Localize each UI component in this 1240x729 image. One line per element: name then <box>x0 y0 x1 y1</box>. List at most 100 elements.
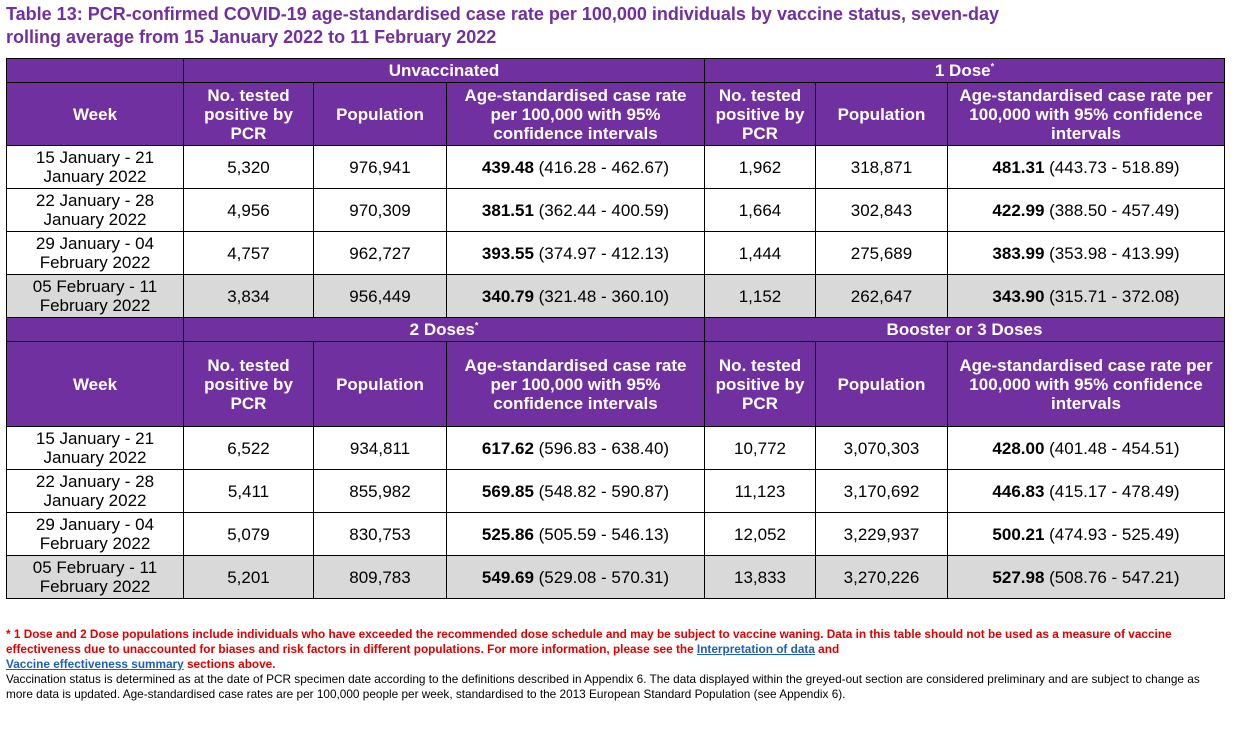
right-group-header: 1 Dose* <box>704 58 1225 83</box>
population-cell: 970,309 <box>313 188 447 232</box>
right-group-asterisk: * <box>990 61 995 72</box>
footnote-warning-text: * 1 Dose and 2 Dose populations include … <box>6 627 1172 656</box>
case-rate-cell: 481.31 (443.73 - 518.89) <box>947 145 1225 189</box>
population-cell: 3,170,692 <box>815 469 948 513</box>
tested-positive-cell: 4,757 <box>183 231 314 275</box>
table-row: 29 January - 04 February 2022 5,079 830,75… <box>6 512 1225 556</box>
case-rate-cell: 446.83 (415.17 - 478.49) <box>947 469 1225 513</box>
case-rate-value: 481.31 <box>992 157 1045 177</box>
case-rate-value: 383.99 <box>992 243 1045 263</box>
population-cell: 855,982 <box>313 469 447 513</box>
table-row: 22 January - 28 January 2022 5,411 855,982… <box>6 469 1225 513</box>
population-cell: 3,270,226 <box>815 555 948 599</box>
population-cell: 3,070,303 <box>815 426 948 470</box>
population-cell: 3,229,937 <box>815 512 948 556</box>
population-cell: 956,449 <box>313 274 447 318</box>
tested-positive-cell: 1,444 <box>704 231 816 275</box>
right-rate-column-header: Age-standardised case rate per 100,000 w… <box>947 341 1225 427</box>
case-rate-cell: 381.51 (362.44 - 400.59) <box>446 188 705 232</box>
tested-positive-cell: 13,833 <box>704 555 816 599</box>
table-row: 15 January - 21 January 2022 6,522 934,811… <box>6 426 1225 470</box>
case-rate-cell: 527.98 (508.76 - 547.21) <box>947 555 1225 599</box>
tested-positive-cell: 6,522 <box>183 426 314 470</box>
confidence-interval: (415.17 - 478.49) <box>1044 481 1180 501</box>
case-rate-value: 422.99 <box>992 200 1045 220</box>
title-line-2: rolling average from 15 January 2022 to … <box>6 27 497 47</box>
confidence-interval: (505.59 - 546.13) <box>533 524 670 544</box>
tested-positive-cell: 12,052 <box>704 512 816 556</box>
left-group-label: 2 Doses <box>409 320 475 339</box>
population-cell: 934,811 <box>313 426 447 470</box>
case-rate-value: 549.69 <box>481 567 534 587</box>
left-tested-column-header: No. tested positive by PCR <box>183 82 314 146</box>
week-column-header: Week <box>6 341 184 427</box>
confidence-interval: (321.48 - 360.10) <box>533 286 670 306</box>
population-cell: 976,941 <box>313 145 447 189</box>
group-header-row: Unvaccinated 1 Dose* <box>6 58 1225 83</box>
case-rate-value: 500.21 <box>992 524 1045 544</box>
tested-positive-cell: 5,320 <box>183 145 314 189</box>
left-group-header: 2 Doses* <box>183 317 705 342</box>
confidence-interval: (374.97 - 412.13) <box>533 243 670 263</box>
population-cell: 830,753 <box>313 512 447 556</box>
table-row: 15 January - 21 January 2022 5,320 976,941… <box>6 145 1225 189</box>
tested-positive-cell: 4,956 <box>183 188 314 232</box>
left-group-header: Unvaccinated <box>183 58 705 83</box>
population-cell: 275,689 <box>815 231 948 275</box>
right-tested-column-header: No. tested positive by PCR <box>704 341 816 427</box>
table-row: 29 January - 04 February 2022 4,757 962,72… <box>6 231 1225 275</box>
left-group-asterisk: * <box>474 320 479 331</box>
table-row: 05 February - 11 February 2022 5,201 809,7… <box>6 555 1225 599</box>
tested-positive-cell: 11,123 <box>704 469 816 513</box>
right-rate-column-header: Age-standardised case rate per 100,000 w… <box>947 82 1225 146</box>
population-cell: 262,647 <box>815 274 948 318</box>
group-header-row: 2 Doses* Booster or 3 Doses <box>6 317 1225 342</box>
week-cell: 29 January - 04 February 2022 <box>6 512 184 556</box>
confidence-interval: (548.82 - 590.87) <box>533 481 670 501</box>
case-rate-cell: 422.99 (388.50 - 457.49) <box>947 188 1225 232</box>
right-tested-column-header: No. tested positive by PCR <box>704 82 816 146</box>
tested-positive-cell: 1,664 <box>704 188 816 232</box>
case-rate-value: 569.85 <box>481 481 534 501</box>
week-cell: 05 February - 11 February 2022 <box>6 555 184 599</box>
case-rate-value: 617.62 <box>481 438 534 458</box>
footnote-sections-above: sections above. <box>183 657 276 671</box>
confidence-interval: (353.98 - 413.99) <box>1044 243 1180 263</box>
population-cell: 302,843 <box>815 188 948 232</box>
tested-positive-cell: 5,079 <box>183 512 314 556</box>
case-rate-cell: 439.48 (416.28 - 462.67) <box>446 145 705 189</box>
confidence-interval: (443.73 - 518.89) <box>1044 157 1180 177</box>
tested-positive-cell: 5,411 <box>183 469 314 513</box>
case-rate-value: 525.86 <box>481 524 534 544</box>
left-population-column-header: Population <box>313 341 447 427</box>
interpretation-of-data-link[interactable]: Interpretation of data <box>696 642 815 656</box>
case-rate-cell: 343.90 (315.71 - 372.08) <box>947 274 1225 318</box>
population-cell: 809,783 <box>313 555 447 599</box>
case-rate-cell: 500.21 (474.93 - 525.49) <box>947 512 1225 556</box>
table-row: 05 February - 11 February 2022 3,834 956,4… <box>6 274 1225 318</box>
table-title: Table 13: PCR-confirmed COVID-19 age-sta… <box>6 3 1206 49</box>
vaccine-effectiveness-summary-link[interactable]: Vaccine effectiveness summary <box>6 657 184 671</box>
tested-positive-cell: 1,152 <box>704 274 816 318</box>
case-rate-value: 446.83 <box>992 481 1045 501</box>
tested-positive-cell: 1,962 <box>704 145 816 189</box>
footnote-warning: * 1 Dose and 2 Dose populations include … <box>6 627 1206 672</box>
case-rate-cell: 383.99 (353.98 - 413.99) <box>947 231 1225 275</box>
week-cell: 22 January - 28 January 2022 <box>6 188 184 232</box>
confidence-interval: (362.44 - 400.59) <box>533 200 670 220</box>
footnote-and-text: and <box>814 642 840 656</box>
confidence-interval: (401.48 - 454.51) <box>1044 438 1180 458</box>
population-cell: 962,727 <box>313 231 447 275</box>
left-tested-column-header: No. tested positive by PCR <box>183 341 314 427</box>
case-rate-value: 340.79 <box>481 286 534 306</box>
case-rate-cell: 525.86 (505.59 - 546.13) <box>446 512 705 556</box>
column-header-row: Week No. tested positive by PCR Population… <box>6 341 1225 427</box>
case-rate-cell: 617.62 (596.83 - 638.40) <box>446 426 705 470</box>
week-column-header: Week <box>6 82 184 146</box>
left-rate-column-header: Age-standardised case rate per 100,000 w… <box>446 82 705 146</box>
case-rate-value: 527.98 <box>992 567 1045 587</box>
title-line-1: Table 13: PCR-confirmed COVID-19 age-sta… <box>6 4 1000 24</box>
confidence-interval: (474.93 - 525.49) <box>1044 524 1180 544</box>
right-group-header: Booster or 3 Doses <box>704 317 1225 342</box>
right-group-label: 1 Dose <box>934 61 991 80</box>
